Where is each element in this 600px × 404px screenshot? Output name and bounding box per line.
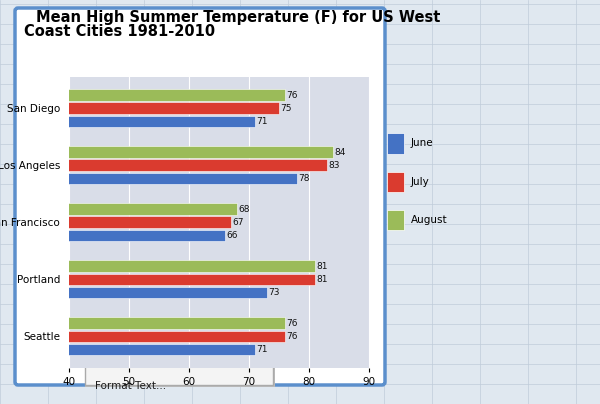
Text: Add Minor Gridlines: Add Minor Gridlines	[95, 336, 197, 346]
Text: 76: 76	[287, 319, 298, 328]
Text: 71: 71	[257, 345, 268, 354]
Bar	[0, 274, 315, 285]
Bar	[0, 287, 267, 298]
Text: 68: 68	[239, 204, 250, 214]
Text: 83: 83	[329, 161, 340, 170]
Bar	[0, 89, 285, 101]
Text: 66: 66	[227, 231, 238, 240]
Text: Select Data...: Select Data...	[95, 257, 166, 267]
FancyBboxPatch shape	[15, 8, 385, 385]
Bar	[0, 103, 279, 114]
Bar	[0, 217, 231, 228]
Text: 78: 78	[299, 174, 310, 183]
Text: Format Text...: Format Text...	[95, 381, 166, 391]
Bar	[0, 116, 255, 127]
Text: 75: 75	[281, 104, 292, 113]
Text: 71: 71	[257, 117, 268, 126]
Text: 3-D Rotation...: 3-D Rotation...	[95, 280, 170, 290]
Text: July: July	[411, 177, 430, 187]
Text: 67: 67	[233, 218, 244, 227]
Text: 81: 81	[317, 262, 328, 271]
Bar	[0, 146, 333, 158]
Bar	[0, 344, 255, 355]
Text: 76: 76	[287, 332, 298, 341]
Text: Reset to Match Style: Reset to Match Style	[95, 201, 202, 211]
Bar	[0, 160, 327, 171]
Bar	[0, 203, 237, 215]
Text: August: August	[411, 215, 448, 225]
Text: Mean High Summer Temperature (F) for US West: Mean High Summer Temperature (F) for US …	[36, 10, 440, 25]
Bar	[85, 165, 273, 385]
Text: 76: 76	[287, 90, 298, 99]
Bar	[0, 173, 297, 184]
Text: 81: 81	[317, 275, 328, 284]
Text: Format Axis...: Format Axis...	[95, 359, 167, 368]
Text: Coast Cities 1981-2010: Coast Cities 1981-2010	[25, 24, 215, 39]
Bar	[85, 385, 275, 387]
Text: June: June	[411, 139, 434, 148]
Text: Add Major Gridlines: Add Major Gridlines	[95, 314, 197, 324]
Bar	[0, 261, 315, 272]
Bar	[0, 229, 225, 241]
Bar	[0, 330, 285, 342]
Text: Delete: Delete	[95, 179, 129, 189]
Bar	[273, 163, 275, 385]
Bar	[0, 318, 285, 329]
Text: 73: 73	[269, 288, 280, 297]
Text: Change Chart Type...: Change Chart Type...	[95, 235, 204, 245]
Text: 84: 84	[335, 147, 346, 156]
